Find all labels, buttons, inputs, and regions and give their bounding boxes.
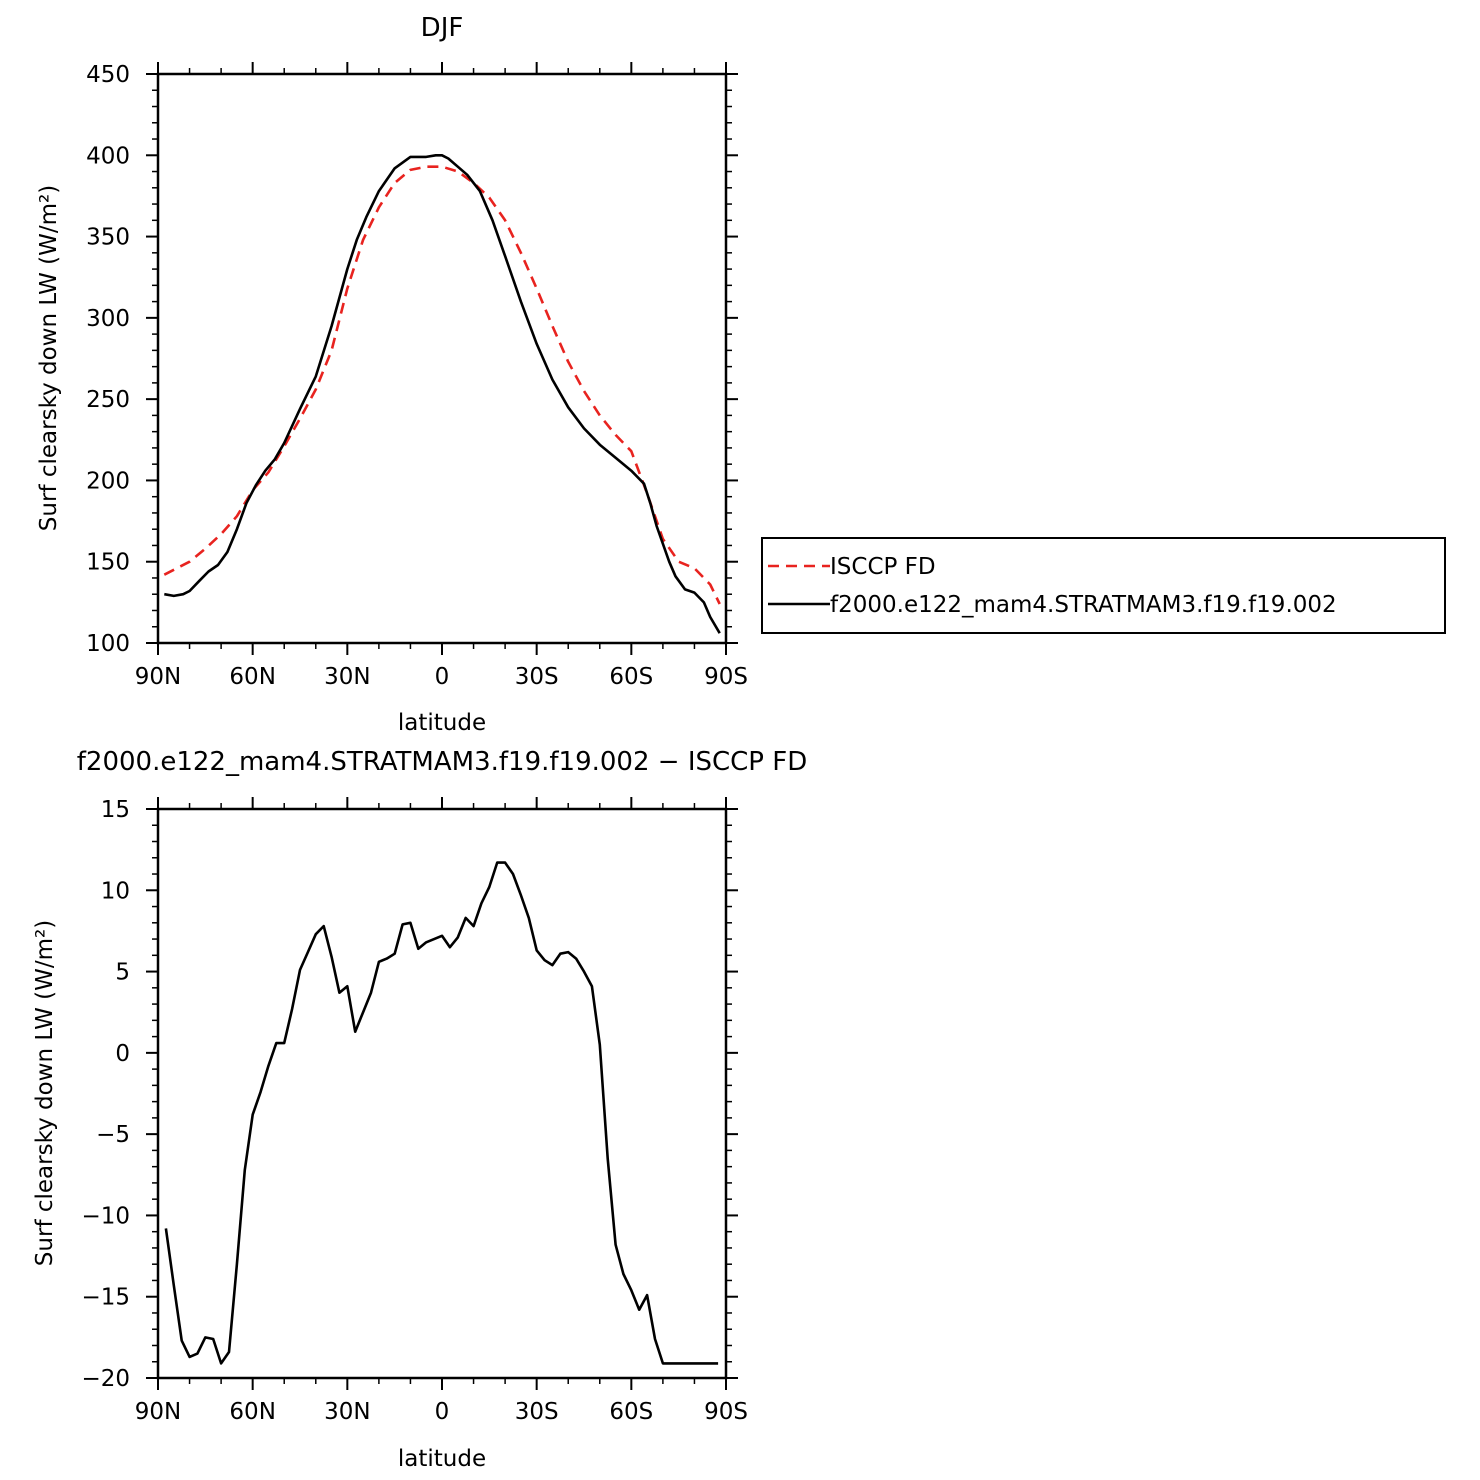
bottom-y-tick-label-0: −20 bbox=[81, 1366, 130, 1392]
legend-label-isccp: ISCCP FD bbox=[830, 554, 936, 580]
top-y-tick-label-7: 450 bbox=[86, 62, 130, 88]
top-lines bbox=[163, 154, 721, 634]
top-y-tick-label-4: 300 bbox=[86, 306, 130, 332]
top-x-tick-label-6: 90S bbox=[704, 664, 748, 690]
bottom-ticks: 90N 60N 30N 0 30S 60S 90S −20 −15 −10 −5 0 5 10 15 bbox=[81, 797, 748, 1425]
bottom-x-tick-label-0: 90N bbox=[135, 1399, 181, 1425]
top-y-tick-label-2: 200 bbox=[86, 468, 130, 494]
top-y-tick-label-5: 350 bbox=[86, 225, 130, 251]
top-y-tick-label-3: 250 bbox=[86, 387, 130, 413]
bottom-x-tick-label-5: 60S bbox=[609, 1399, 653, 1425]
bottom-y-tick-label-2: −10 bbox=[81, 1203, 130, 1229]
bottom-y-tick-label-3: −5 bbox=[96, 1122, 130, 1148]
bottom-y-tick-label-1: −15 bbox=[81, 1285, 130, 1311]
top-series-line-0 bbox=[163, 165, 721, 605]
top-series-line-1 bbox=[164, 154, 721, 634]
legend: ISCCP FD f2000.e122_mam4.STRATMAM3.f19.f… bbox=[761, 537, 1446, 634]
top-x-tick-label-3: 0 bbox=[435, 664, 450, 690]
bottom-lines bbox=[164, 861, 719, 1365]
legend-label-model: f2000.e122_mam4.STRATMAM3.f19.f19.002 bbox=[830, 592, 1337, 618]
bottom-x-tick-label-2: 30N bbox=[324, 1399, 370, 1425]
top-x-tick-label-5: 60S bbox=[609, 664, 653, 690]
bottom-x-tick-label-6: 90S bbox=[704, 1399, 748, 1425]
top-title: DJF bbox=[421, 13, 464, 43]
bottom-y-tick-label-4: 0 bbox=[115, 1041, 130, 1067]
top-x-tick-label-1: 60N bbox=[229, 664, 275, 690]
top-ticks: 90N 60N 30N 0 30S 60S 90S 100 150 200 250 300 350 400… bbox=[86, 62, 748, 690]
bottom-plot-frame bbox=[156, 807, 728, 1380]
top-x-tick-label-4: 30S bbox=[515, 664, 559, 690]
bottom-y-axis-label: Surf clearsky down LW (W/m²) bbox=[32, 920, 58, 1266]
bottom-x-tick-label-1: 60N bbox=[229, 1399, 275, 1425]
top-y-tick-label-6: 400 bbox=[86, 143, 130, 169]
bottom-y-tick-label-5: 5 bbox=[115, 960, 130, 986]
bottom-y-tick-label-7: 15 bbox=[101, 797, 130, 823]
bottom-title: f2000.e122_mam4.STRATMAM3.f19.f19.002 − … bbox=[77, 747, 807, 777]
bottom-series-line-0 bbox=[164, 861, 719, 1365]
bottom-x-tick-label-4: 30S bbox=[515, 1399, 559, 1425]
bottom-x-tick-label-3: 0 bbox=[435, 1399, 450, 1425]
top-y-tick-label-0: 100 bbox=[86, 631, 130, 657]
top-x-tick-label-0: 90N bbox=[135, 664, 181, 690]
top-x-axis-label: latitude bbox=[398, 710, 486, 736]
legend-box bbox=[761, 537, 1446, 634]
bottom-x-axis-label: latitude bbox=[398, 1446, 486, 1472]
bottom-y-tick-label-6: 10 bbox=[101, 878, 130, 904]
top-x-tick-label-2: 30N bbox=[324, 664, 370, 690]
top-panel: DJF 90N 60N 30N 0 30S 60S 90S 100 150 200 250 300 35… bbox=[36, 13, 748, 736]
top-y-axis-label: Surf clearsky down LW (W/m²) bbox=[36, 185, 62, 531]
top-y-tick-label-1: 150 bbox=[86, 550, 130, 576]
top-plot-frame bbox=[156, 72, 728, 645]
bottom-panel: f2000.e122_mam4.STRATMAM3.f19.f19.002 − … bbox=[32, 747, 807, 1472]
